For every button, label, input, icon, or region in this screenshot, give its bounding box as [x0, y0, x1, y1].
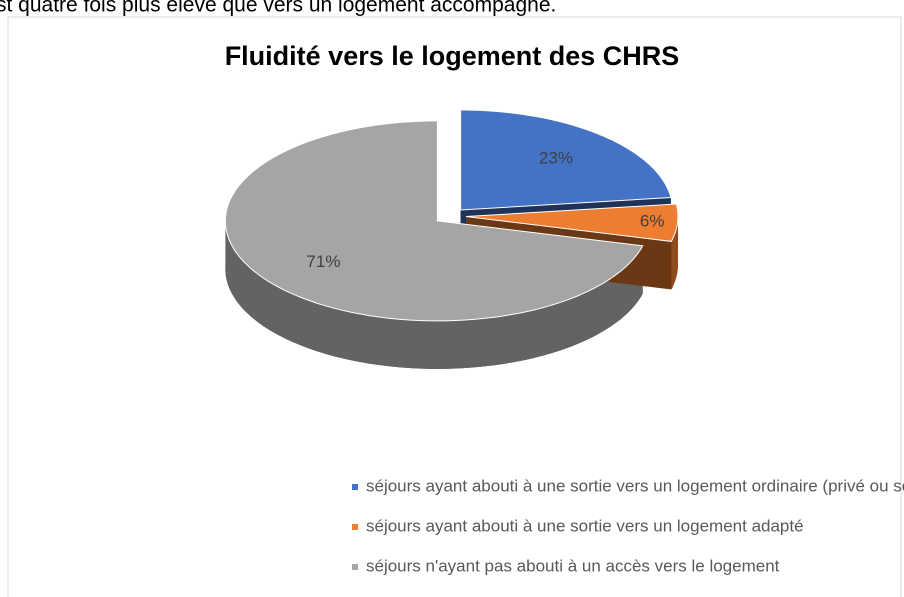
data-label: 23%: [539, 148, 573, 167]
pie-slice: [460, 109, 672, 211]
legend-marker: [352, 564, 358, 570]
data-label: 71%: [306, 252, 340, 271]
chart-title: Fluidité vers le logement des CHRS: [225, 41, 680, 71]
legend-marker: [352, 524, 358, 530]
slice-side-wall: [671, 216, 678, 290]
legend-label: séjours ayant abouti à une sortie vers u…: [366, 476, 904, 495]
legend-label: séjours ayant abouti à une sortie vers u…: [366, 516, 804, 535]
legend-marker: [352, 484, 358, 490]
intro-text: st quatre fois plus élevé que vers un lo…: [0, 0, 556, 17]
pie-slice: [224, 120, 644, 322]
chart-frame: [7, 16, 902, 597]
data-label: 6%: [640, 212, 665, 231]
legend-label: séjours n'ayant pas abouti à un accès ve…: [366, 556, 780, 575]
pie-slice: [465, 203, 679, 242]
slice-side-wall: [225, 220, 643, 369]
